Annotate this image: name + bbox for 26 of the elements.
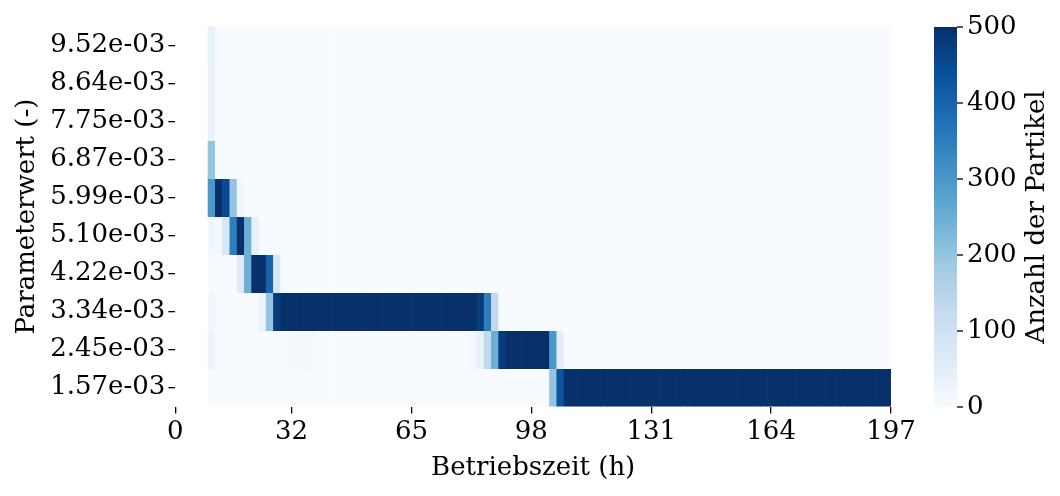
y-tick-label: 9.52e-03: [50, 28, 166, 59]
y-tick-label: 3.34e-03: [50, 294, 166, 325]
color-bar-title: Anzahl der Partikel: [1019, 90, 1050, 345]
y-tick-label: 2.45e-03: [50, 332, 166, 363]
y-tick-label: 1.57e-03: [50, 370, 166, 401]
x-tick-label: 164: [746, 414, 796, 445]
color-bar-label: 500: [967, 9, 1017, 40]
color-bar-label: 100: [967, 313, 1017, 344]
y-tick-label: 7.75e-03: [50, 104, 166, 135]
y-tick-label: 5.10e-03: [50, 218, 166, 249]
y-tick-label: 4.22e-03: [50, 256, 166, 287]
x-axis-title: Betriebszeit (h): [431, 451, 636, 482]
y-tick-label: 6.87e-03: [50, 142, 166, 173]
x-tick-label: 131: [626, 414, 677, 445]
x-tick-label: 0: [167, 414, 184, 445]
color-bar-label: 400: [967, 85, 1017, 116]
x-tick-label: 98: [514, 414, 548, 445]
y-axis-title: Parameterwert (-): [10, 98, 41, 335]
x-tick-label: 197: [866, 414, 916, 445]
y-tick-label: 5.99e-03: [50, 180, 166, 211]
x-tick-label: 65: [394, 414, 429, 445]
color-bar-label: 200: [967, 237, 1017, 268]
y-tick-label: 8.64e-03: [50, 66, 166, 97]
x-tick-label: 32: [275, 414, 309, 445]
color-bar-label: 300: [967, 161, 1017, 192]
color-bar-label: 0: [967, 389, 984, 420]
